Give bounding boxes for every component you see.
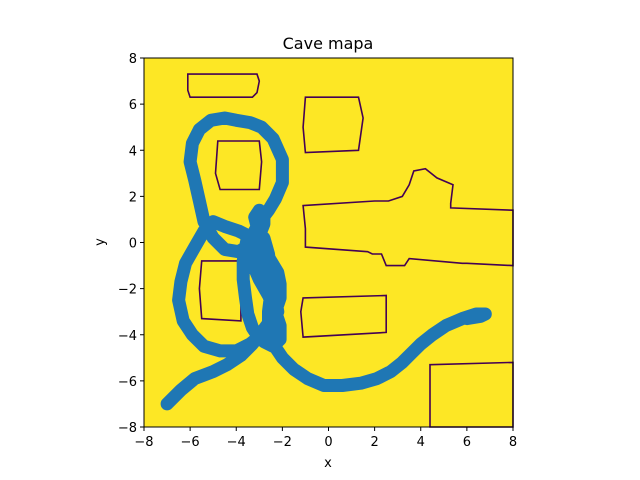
x-axis: −8 −6 −4 −2 0 2 4 6 8 (134, 427, 517, 450)
y-tick-label: 4 (129, 144, 137, 159)
obstacle-4 (198, 260, 242, 322)
y-tick-label: −4 (118, 329, 137, 344)
y-tick-label: −2 (118, 283, 137, 298)
obstacle-1 (187, 73, 261, 98)
obstacle-layer (187, 73, 514, 428)
obstacle-6 (299, 294, 388, 338)
x-tick-label: 0 (324, 435, 332, 450)
x-axis-label: x (324, 456, 332, 471)
obstacle-3 (302, 96, 364, 154)
y-tick-label: −6 (118, 375, 137, 390)
x-tick-label: −2 (273, 435, 292, 450)
x-tick-label: −4 (227, 435, 246, 450)
x-tick-label: 6 (463, 435, 471, 450)
y-tick-label: 0 (129, 237, 137, 252)
x-tick-label: 8 (509, 435, 517, 450)
y-axis-label: y (93, 238, 108, 246)
robot-path (160, 111, 492, 411)
x-tick-label: 4 (417, 435, 425, 450)
x-tick-label: −6 (181, 435, 200, 450)
obstacle-7 (429, 361, 514, 428)
chart-title: Cave mapa (283, 34, 374, 53)
y-axis: −8 −6 −4 −2 0 2 4 6 8 (118, 52, 144, 436)
y-tick-label: 8 (129, 52, 137, 67)
y-tick-label: −8 (118, 421, 137, 436)
x-tick-label: −8 (134, 435, 153, 450)
obstacle-2 (214, 140, 263, 191)
y-tick-label: 6 (129, 98, 137, 113)
plot-area (143, 57, 514, 428)
x-tick-label: 2 (370, 435, 378, 450)
y-tick-label: 2 (129, 190, 137, 205)
